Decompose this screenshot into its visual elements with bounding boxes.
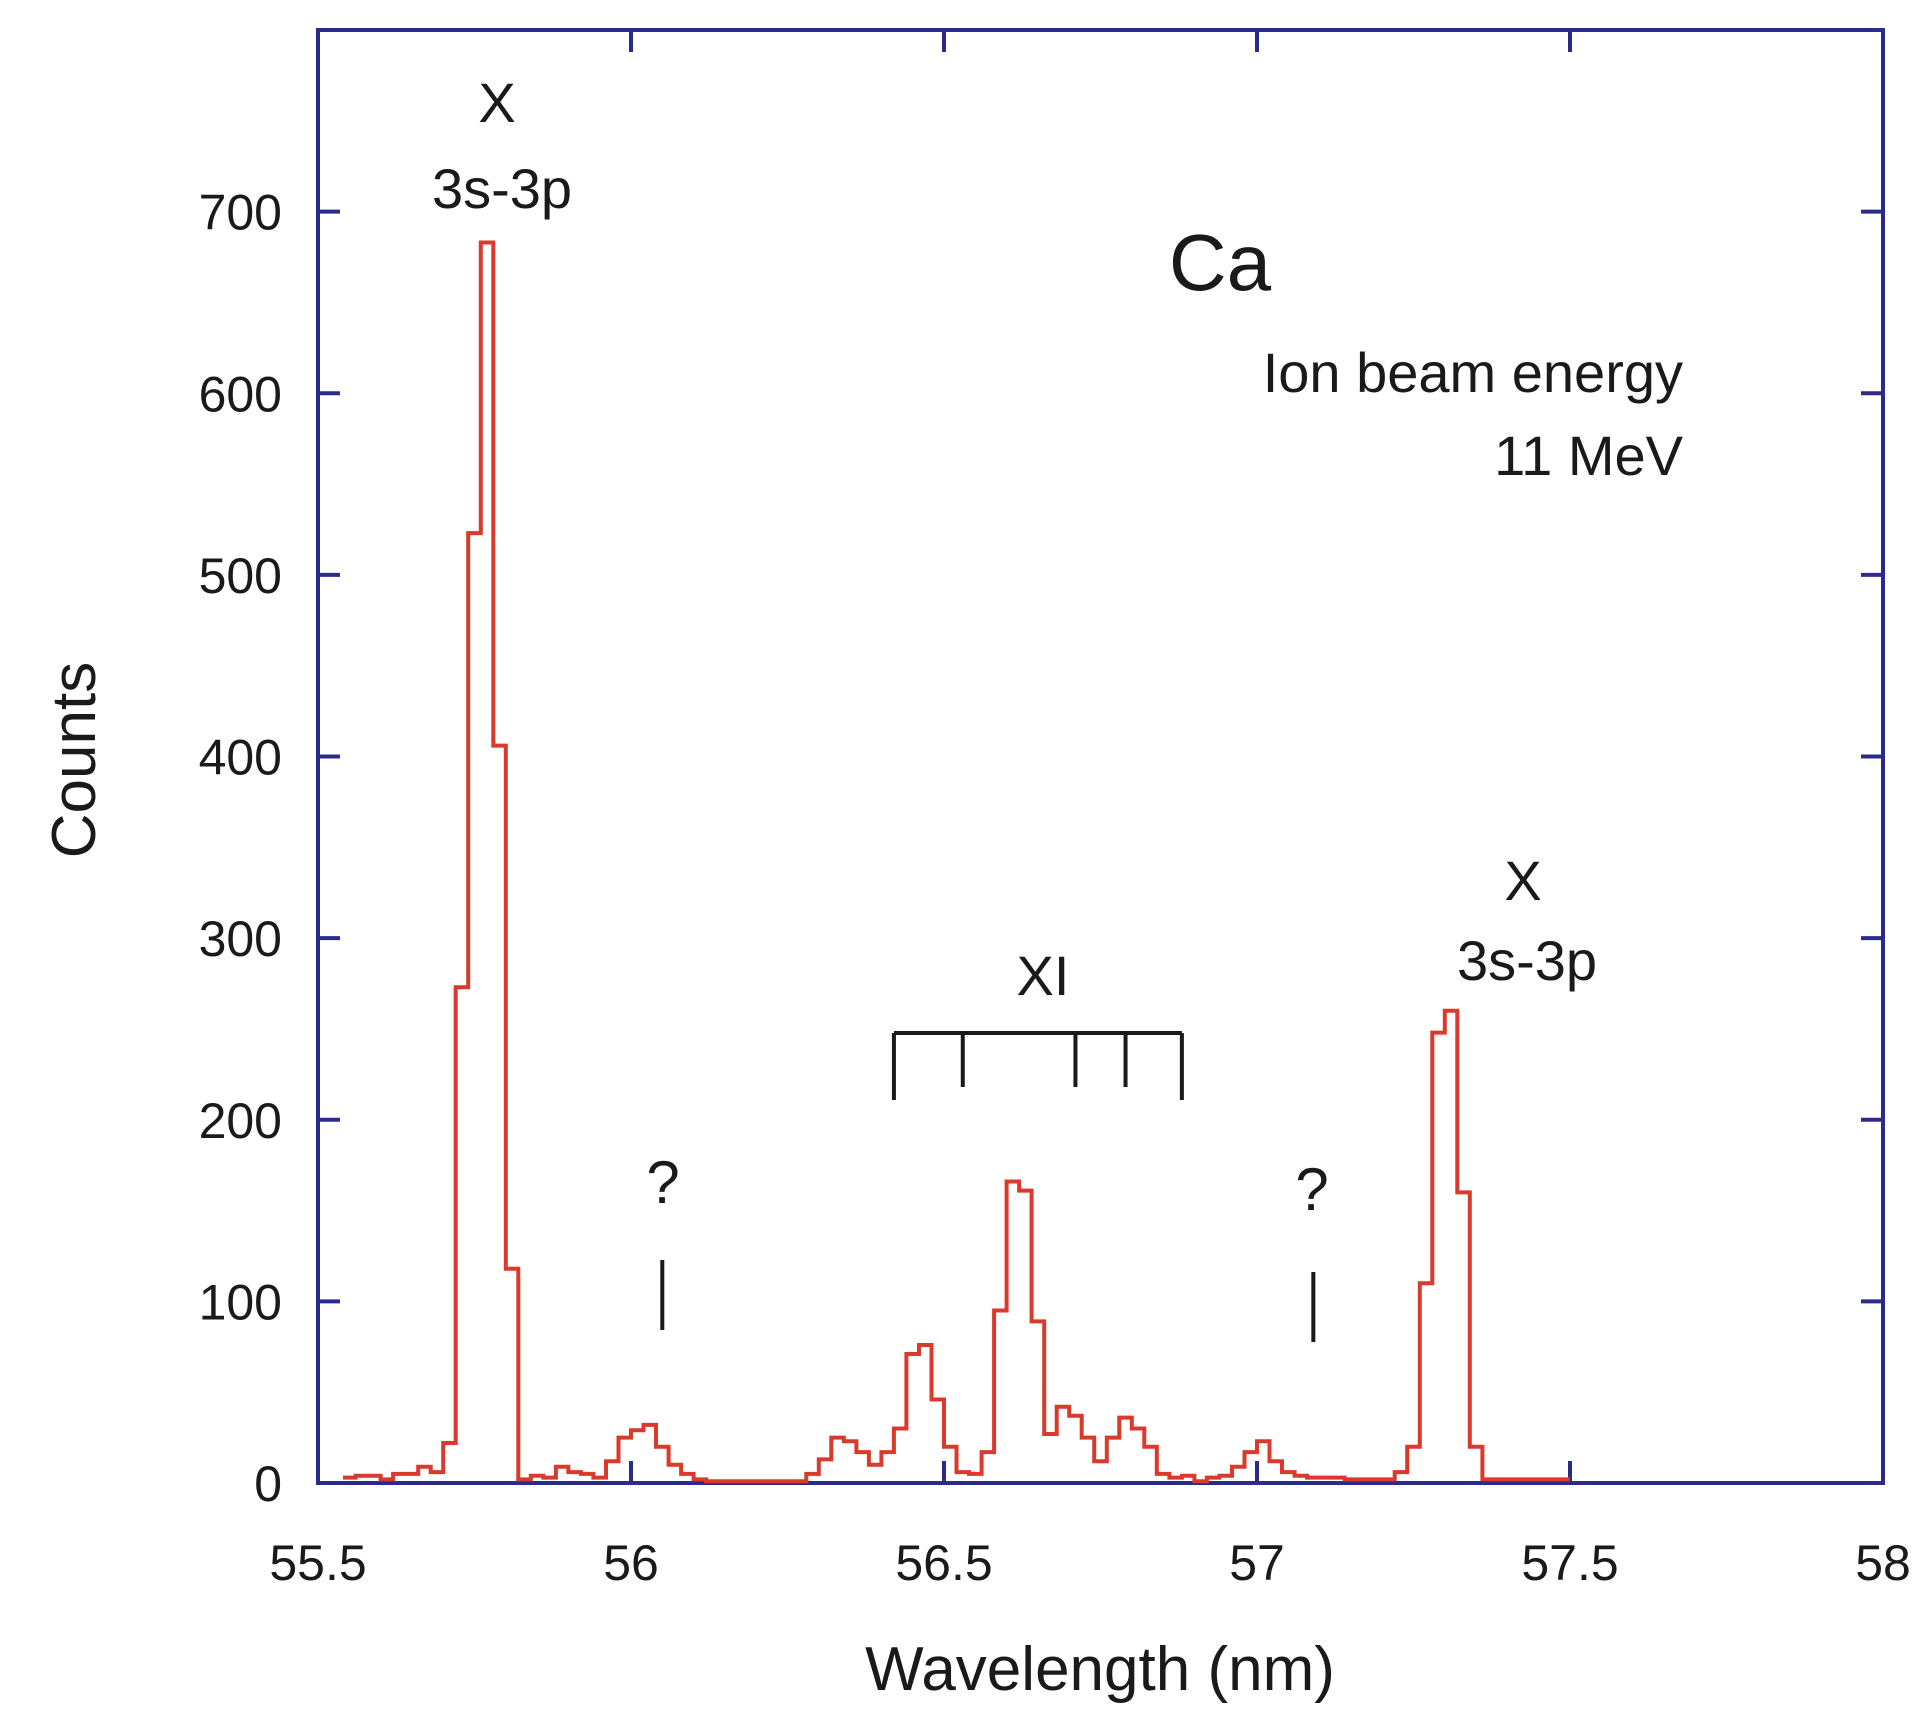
y-tick-label: 100 xyxy=(199,1274,282,1330)
subtitle-line-1: Ion beam energy xyxy=(1263,341,1683,404)
y-tick-label: 400 xyxy=(199,730,282,786)
annotation-unknown-left: ? xyxy=(646,1149,679,1216)
annotation-left-peak-transition: 3s-3p xyxy=(432,157,572,220)
y-tick-label: 300 xyxy=(199,911,282,967)
x-tick-label: 58 xyxy=(1855,1535,1911,1591)
x-axis-ticks: 55.5 56 56.5 57 57.5 58 xyxy=(269,30,1911,1591)
y-axis-ticks: 0 100 200 300 400 500 600 700 xyxy=(199,185,1883,1512)
y-tick-label: 600 xyxy=(199,366,282,422)
xi-line-bracket xyxy=(891,1031,1184,1100)
annotation-left-peak-ion: X xyxy=(478,71,515,134)
series-line-ca-spectrum xyxy=(343,240,1570,1484)
x-tick-label: 55.5 xyxy=(269,1535,366,1591)
y-axis-title: Counts xyxy=(40,662,109,858)
x-tick-label: 56 xyxy=(603,1535,659,1591)
annotation-unknown-right: ? xyxy=(1295,1156,1328,1223)
y-tick-label: 200 xyxy=(199,1093,282,1149)
plot-frame xyxy=(316,28,1885,1485)
subtitle-line-2: 11 MeV xyxy=(1494,424,1683,487)
y-tick-label: 700 xyxy=(199,185,282,241)
chart-title: Ca xyxy=(1169,218,1272,307)
annotation-right-peak-transition: 3s-3p xyxy=(1457,929,1597,992)
x-tick-label: 56.5 xyxy=(895,1535,992,1591)
y-tick-label: 0 xyxy=(254,1456,282,1512)
x-tick-label: 57 xyxy=(1229,1535,1285,1591)
y-tick-label: 500 xyxy=(199,548,282,604)
annotation-right-peak-ion: X xyxy=(1504,849,1541,912)
x-tick-label: 57.5 xyxy=(1521,1535,1618,1591)
x-axis-title: Wavelength (nm) xyxy=(865,1635,1335,1704)
annotation-group-label: XI xyxy=(1017,944,1070,1007)
